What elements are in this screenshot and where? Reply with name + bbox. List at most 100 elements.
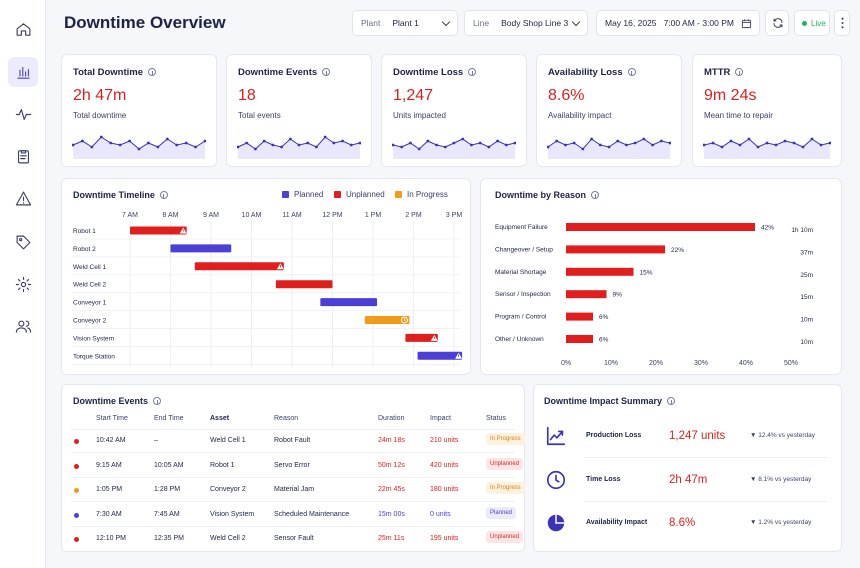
reason-time-label: 1h 10m <box>791 227 813 234</box>
warning-icon <box>430 334 438 341</box>
gear-icon[interactable] <box>8 269 38 299</box>
status-dot-icon <box>74 512 79 518</box>
event-impact: 210 units <box>430 437 459 444</box>
info-icon[interactable] <box>159 191 168 199</box>
event-reason: Material Jam <box>274 486 315 493</box>
sparkline-point <box>349 143 353 147</box>
kpi-card-total-downtime[interactable]: Total Downtime 2h 47m Total downtime <box>61 54 217 167</box>
timeline-bar-unplanned[interactable] <box>405 333 438 342</box>
sparkline-point <box>581 147 585 151</box>
table-row[interactable]: 7:30 AM 7:45 AM Vision System Scheduled … <box>62 506 526 531</box>
plant-select[interactable]: Plant Plant 1 <box>352 10 458 36</box>
sparkline-point <box>513 141 516 145</box>
impact-label: Availability Impact <box>586 519 648 526</box>
analytics-icon[interactable] <box>8 57 38 87</box>
sparkline-point <box>271 143 275 147</box>
info-icon[interactable] <box>627 68 636 76</box>
more-button[interactable] <box>834 10 850 36</box>
timeline-hour-label: 9 AM <box>203 212 219 219</box>
reason-bar[interactable] <box>566 245 665 254</box>
sparkline-point <box>625 143 628 147</box>
event-end-time: – <box>154 437 158 444</box>
sparkline-point <box>194 145 197 149</box>
sparkline-point <box>555 139 559 143</box>
info-icon[interactable] <box>153 397 162 405</box>
timeline-bar-planned[interactable] <box>417 351 463 360</box>
table-row[interactable]: 12:10 PM 12:35 PM Weld Cell 2 Sensor Fau… <box>62 531 526 555</box>
reason-label: Program / Control <box>495 314 547 321</box>
sparkline-point <box>747 137 751 141</box>
timeline-bar-unplanned[interactable] <box>194 262 284 271</box>
sparkline-point <box>729 139 733 143</box>
reason-axis-label: 30% <box>694 360 708 367</box>
tag-icon[interactable] <box>8 227 38 257</box>
divider <box>71 429 515 430</box>
timeline-bar-planned[interactable] <box>320 298 378 307</box>
reason-label: Equipment Failure <box>495 224 548 231</box>
legend-unplanned: Unplanned <box>334 190 385 199</box>
sparkline-point <box>801 145 805 149</box>
impact-value: 2h 47m <box>669 473 708 486</box>
table-row[interactable]: 9:15 AM 10:05 AM Robot 1 Servo Error 50m… <box>62 457 526 482</box>
users-icon[interactable] <box>8 311 38 341</box>
table-row[interactable]: 1:05 PM 1:28 PM Conveyor 2 Material Jam … <box>62 482 526 506</box>
sparkline-point <box>72 143 75 147</box>
table-row[interactable]: 10:42 AM – Weld Cell 1 Robot Fault 24m 1… <box>62 433 526 457</box>
sparkline-point <box>109 141 113 145</box>
sparkline-point <box>478 141 482 145</box>
unplanned-swatch <box>334 191 341 198</box>
kpi-card-downtime-loss[interactable]: Downtime Loss 1,247 Units impacted <box>381 54 527 167</box>
reason-bar[interactable] <box>566 312 593 321</box>
more-vertical-icon <box>841 17 844 29</box>
impact-value: 1,247 units <box>669 430 726 442</box>
timeline-hour-label: 11 AM <box>282 212 301 219</box>
reason-bar[interactable] <box>566 267 634 276</box>
info-icon[interactable] <box>735 68 744 76</box>
sparkline-point <box>435 143 438 147</box>
info-icon[interactable] <box>148 68 157 76</box>
in-progress-swatch <box>395 191 402 198</box>
sparkline-point <box>461 137 465 141</box>
reason-bar[interactable] <box>566 290 607 299</box>
event-duration: 22m 45s <box>378 486 405 493</box>
refresh-button[interactable] <box>765 10 789 36</box>
page-title: Downtime Overview <box>64 13 226 32</box>
kpi-card-availability-loss[interactable]: Availability Loss 8.6% Availability impa… <box>536 54 682 167</box>
sparkline-point <box>598 143 602 147</box>
warning-icon <box>455 352 463 359</box>
timeline-bar-unplanned[interactable] <box>275 280 333 289</box>
reason-label: Changeover / Setup <box>495 246 553 253</box>
sparkline-area <box>548 139 670 159</box>
info-icon[interactable] <box>591 191 600 199</box>
reason-bar[interactable] <box>566 223 755 231</box>
reason-axis-label: 50% <box>784 360 798 367</box>
kpi-card-downtime-events[interactable]: Downtime Events 18 Total events <box>226 54 372 167</box>
clipboard-icon[interactable] <box>8 141 38 171</box>
sparkline-point <box>633 141 637 145</box>
live-toggle[interactable]: Live <box>794 10 830 36</box>
info-icon[interactable] <box>322 68 331 76</box>
kpi-card-mttr[interactable]: MTTR 9m 24s Mean time to repair <box>692 54 842 167</box>
sparkline-point <box>774 143 778 147</box>
kpi-subtitle: Availability impact <box>548 111 612 120</box>
info-icon[interactable] <box>468 68 477 76</box>
status-dot-icon <box>74 439 79 444</box>
line-select[interactable]: Line Body Shop Line 3 <box>464 10 588 36</box>
date-range-picker[interactable]: May 16, 2025 7:00 AM - 3:00 PM <box>596 10 760 36</box>
sparkline-point <box>165 137 169 141</box>
timeline-bar-unplanned[interactable] <box>130 226 187 235</box>
sparkline-point <box>564 143 567 147</box>
warning-icon <box>179 227 187 234</box>
reason-bar[interactable] <box>566 335 593 343</box>
activity-icon[interactable] <box>8 99 38 129</box>
info-icon[interactable] <box>667 397 676 405</box>
warning-icon[interactable] <box>8 183 38 213</box>
timeline-bar-inprogress[interactable] <box>364 316 410 324</box>
sparkline-point <box>642 137 646 141</box>
impact-label: Production Loss <box>586 432 642 439</box>
sparkline-point <box>426 139 430 143</box>
sparkline-point <box>332 141 336 145</box>
sparkline-area <box>238 137 360 159</box>
home-icon[interactable] <box>8 14 38 44</box>
timeline-bar-planned[interactable] <box>170 244 232 253</box>
